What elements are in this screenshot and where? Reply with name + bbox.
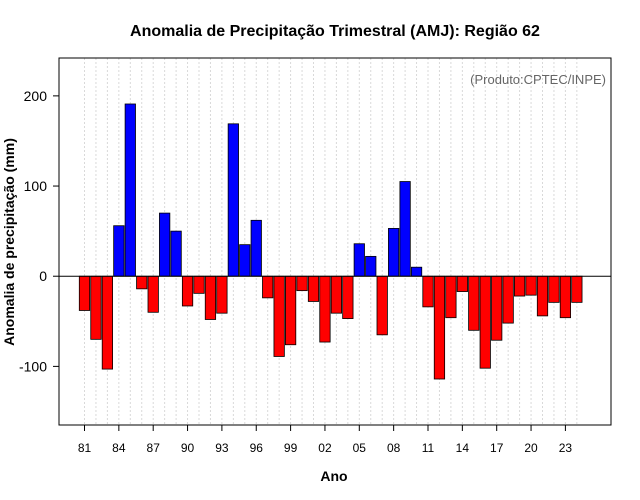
bar-2020 (525, 275, 537, 296)
bar-1989 (170, 230, 182, 277)
bar-2016 (479, 275, 491, 369)
bar-2002 (319, 275, 331, 343)
bar-2015 (468, 275, 480, 331)
bar-2009 (399, 181, 411, 277)
bar-2013 (445, 275, 457, 319)
bar-2010 (410, 266, 423, 277)
bar-1997 (262, 275, 274, 299)
bar-1987 (147, 275, 159, 313)
y-tick-label: 200 (24, 88, 48, 104)
bar-1983 (101, 275, 113, 370)
bar-1981 (78, 275, 91, 311)
grid-lines (84, 58, 578, 425)
bars (78, 103, 583, 380)
bar-1986 (136, 275, 148, 290)
y-axis-title: Anomalia de precipitação (mm) (1, 138, 17, 346)
bar-2000 (296, 275, 308, 292)
bar-1999 (284, 275, 297, 346)
bar-1992 (204, 275, 217, 320)
bar-2005 (353, 243, 365, 277)
bar-1998 (273, 275, 285, 357)
bar-1984 (113, 225, 125, 277)
x-tick-label: 17 (490, 441, 504, 455)
bar-2012 (433, 275, 446, 380)
bar-2017 (491, 275, 503, 341)
x-tick-label: 87 (147, 441, 161, 455)
bar-1996 (250, 219, 262, 277)
x-tick-label: 96 (250, 441, 264, 455)
bar-1988 (159, 212, 171, 277)
x-tick-label: 93 (215, 441, 229, 455)
x-tick-label: 08 (387, 441, 401, 455)
x-axis-title: Ano (320, 468, 347, 484)
bar-2024 (571, 275, 583, 303)
bar-1991 (193, 275, 205, 294)
x-tick-label: 02 (318, 441, 332, 455)
y-axis: -100 0 100 200 (19, 88, 59, 374)
bar-2023 (559, 275, 572, 319)
bar-1995 (239, 244, 251, 277)
bar-1990 (181, 275, 194, 307)
source-annotation: (Produto:CPTEC/INPE) (470, 72, 606, 87)
bar-2007 (376, 275, 388, 336)
x-tick-label: 90 (181, 441, 195, 455)
x-tick-label: 20 (524, 441, 538, 455)
y-tick-label: -100 (19, 358, 47, 374)
x-tick-label: 99 (284, 441, 298, 455)
x-tick-label: 14 (456, 441, 470, 455)
bar-2022 (548, 275, 560, 303)
x-tick-label: 05 (353, 441, 367, 455)
bar-1982 (90, 275, 102, 340)
x-tick-label: 23 (559, 441, 573, 455)
bar-2008 (388, 228, 400, 277)
bar-1993 (216, 275, 228, 314)
bar-2021 (536, 275, 549, 317)
x-tick-label: 81 (78, 441, 92, 455)
bar-1985 (124, 103, 136, 277)
y-tick-label: 100 (24, 178, 48, 194)
bar-2003 (330, 275, 343, 314)
bar-2011 (422, 275, 434, 308)
y-tick-label: 0 (39, 268, 47, 284)
plot-frame (58, 57, 612, 426)
chart-title: Anomalia de Precipitação Trimestral (AMJ… (130, 23, 540, 40)
bar-2006 (365, 255, 377, 277)
bar-2014 (456, 275, 468, 292)
bar-2001 (307, 275, 320, 302)
bar-2004 (342, 275, 354, 319)
x-tick-label: 11 (422, 441, 435, 455)
x-tick-label: 84 (112, 441, 126, 455)
bar-1994 (227, 123, 239, 277)
bar-2018 (502, 275, 514, 324)
x-axis: 81 84 87 90 93 96 99 02 05 08 11 14 17 20 23 (78, 425, 573, 455)
bar-2019 (514, 275, 526, 297)
